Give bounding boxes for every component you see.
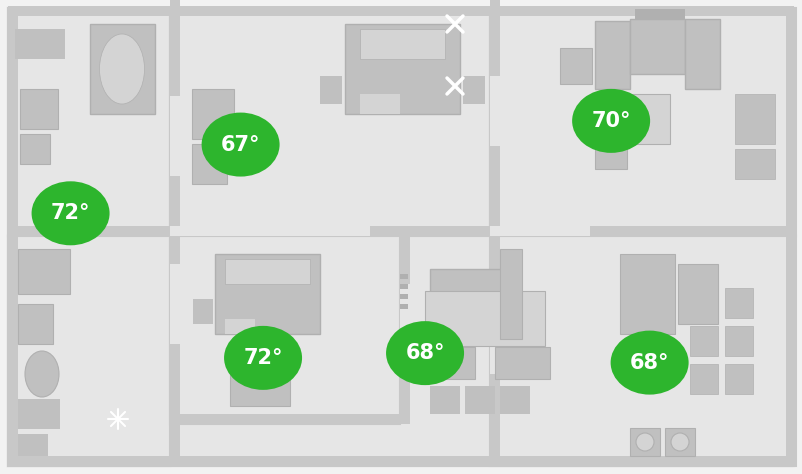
Bar	[725, 326, 753, 356]
Bar	[170, 96, 180, 176]
Bar	[735, 149, 775, 179]
Text: 68°: 68°	[405, 343, 445, 363]
Bar	[725, 288, 753, 318]
Bar	[400, 304, 408, 309]
Ellipse shape	[201, 112, 280, 177]
Bar	[400, 236, 410, 424]
Bar	[400, 284, 408, 289]
Text: 67°: 67°	[221, 135, 261, 155]
Bar	[690, 326, 718, 356]
Bar	[490, 8, 796, 236]
Ellipse shape	[671, 433, 689, 451]
Bar	[490, 0, 500, 236]
Ellipse shape	[572, 89, 650, 153]
Bar	[463, 76, 485, 104]
Bar	[595, 21, 630, 89]
Bar	[15, 29, 65, 59]
Bar	[490, 294, 500, 374]
Bar	[735, 94, 775, 144]
Bar	[490, 226, 590, 236]
Bar	[20, 134, 50, 164]
Bar	[630, 19, 685, 74]
Bar	[230, 356, 290, 406]
Bar	[425, 291, 545, 346]
Bar	[8, 236, 792, 466]
Bar	[170, 236, 180, 466]
Bar	[8, 226, 794, 236]
Bar	[8, 236, 170, 466]
Bar	[193, 299, 213, 324]
Bar	[490, 76, 500, 146]
Bar	[170, 264, 180, 344]
Ellipse shape	[224, 326, 302, 390]
Bar	[500, 386, 530, 414]
Bar	[400, 294, 408, 299]
Ellipse shape	[31, 181, 110, 246]
Ellipse shape	[610, 330, 689, 395]
Bar	[400, 284, 410, 344]
Bar	[170, 8, 490, 236]
Bar	[20, 89, 58, 129]
Bar	[560, 48, 592, 84]
Bar	[8, 8, 170, 236]
Text: 72°: 72°	[243, 348, 283, 368]
Bar	[170, 226, 370, 236]
Bar	[430, 269, 505, 314]
Bar	[360, 94, 400, 114]
Ellipse shape	[386, 321, 464, 385]
Bar	[170, 236, 400, 424]
Bar	[215, 254, 320, 334]
Ellipse shape	[25, 351, 59, 397]
Bar	[678, 264, 718, 324]
Bar	[490, 236, 796, 466]
Bar	[18, 304, 53, 344]
Bar	[620, 254, 675, 334]
Text: 68°: 68°	[630, 353, 670, 373]
Text: 72°: 72°	[51, 203, 91, 223]
Bar	[170, 414, 400, 424]
Text: 70°: 70°	[591, 111, 631, 131]
Bar	[430, 386, 460, 414]
Ellipse shape	[99, 34, 144, 104]
Bar	[786, 8, 796, 466]
Bar	[490, 236, 500, 466]
Bar	[18, 434, 48, 456]
Bar	[225, 259, 310, 284]
Bar	[360, 29, 445, 59]
Bar	[595, 133, 627, 169]
Bar	[192, 89, 234, 139]
Bar	[690, 364, 718, 394]
Bar	[630, 428, 660, 456]
Bar	[8, 6, 794, 16]
Bar	[725, 364, 753, 394]
Bar	[420, 347, 475, 379]
Bar	[18, 399, 60, 429]
Bar	[320, 76, 342, 104]
Bar	[690, 288, 718, 318]
Bar	[400, 274, 408, 279]
Bar	[685, 19, 720, 89]
Bar	[615, 94, 670, 144]
Ellipse shape	[636, 433, 654, 451]
Bar	[465, 386, 495, 414]
Bar	[192, 144, 227, 184]
Bar	[345, 24, 460, 114]
Bar	[665, 428, 695, 456]
Bar	[170, 0, 180, 236]
Bar	[635, 9, 685, 19]
Bar	[225, 319, 255, 334]
Bar	[8, 8, 18, 466]
Bar	[18, 249, 70, 294]
Bar	[495, 347, 550, 379]
Bar	[8, 456, 794, 466]
Bar	[90, 24, 155, 114]
Bar	[500, 249, 522, 339]
